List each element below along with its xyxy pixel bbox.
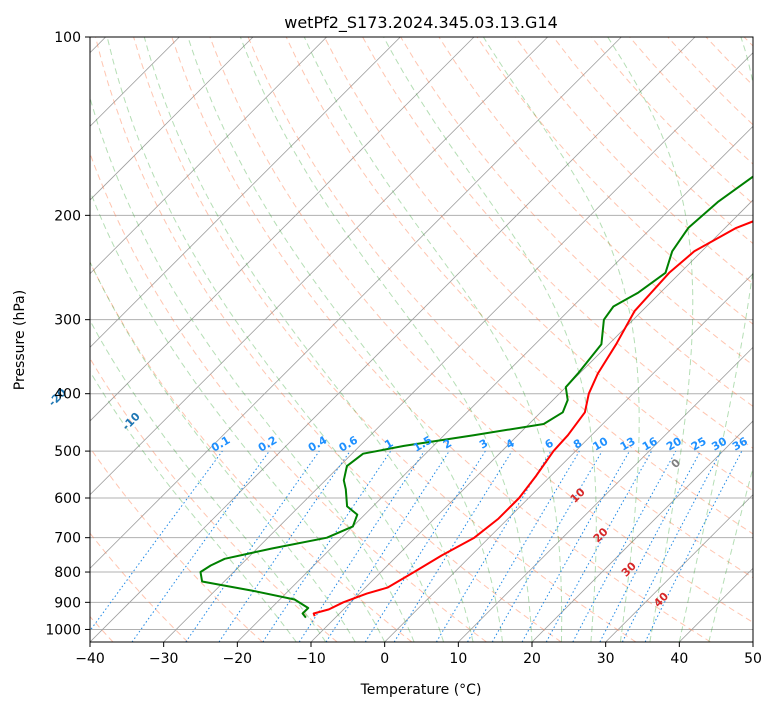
dry-adiabat-line <box>209 37 753 623</box>
y-tick-label: 1000 <box>45 622 81 638</box>
moist-adiabat-line <box>678 37 753 642</box>
mixing-ratio-line <box>521 450 630 642</box>
moist-adiabat-line <box>90 260 356 642</box>
y-tick-label: 600 <box>54 491 81 507</box>
isotherm-line <box>90 37 548 496</box>
mixing-ratio-line <box>572 450 677 642</box>
isotherm-line <box>90 37 622 569</box>
moist-adiabat-line <box>90 189 386 642</box>
dry-adiabat-line <box>285 37 753 535</box>
y-axis-label: Pressure (hPa) <box>12 290 28 390</box>
isotherm-line <box>90 37 327 275</box>
dry-adiabat-line <box>133 37 637 642</box>
y-tick-label: 300 <box>54 313 81 329</box>
mixing-ratio-line <box>644 450 743 642</box>
y-tick-label: 400 <box>54 387 81 403</box>
mixing-ratio-line <box>218 450 351 642</box>
x-tick-label: 10 <box>449 651 467 667</box>
x-tick-label: 20 <box>523 651 541 667</box>
y-tick-label: 800 <box>54 565 81 581</box>
dry-adiabats <box>90 37 753 642</box>
dry-adiabat-line <box>323 37 753 492</box>
mixing-ratio-line <box>325 450 450 642</box>
dry-adiabat-line <box>90 357 338 642</box>
mixing-ratio-line <box>262 450 392 642</box>
x-tick-label: 0 <box>380 651 389 667</box>
x-tick-label: 50 <box>744 651 762 667</box>
isotherm-line <box>458 346 753 642</box>
x-tick-label: 40 <box>670 651 688 667</box>
y-tick-label: 500 <box>54 444 81 460</box>
dry-adiabat-line <box>90 261 413 642</box>
moist-adiabat-line <box>187 37 503 642</box>
mixing-ratio-line <box>298 450 425 642</box>
mixing-ratio-line <box>545 450 653 642</box>
axis-ticks: −40 −30 −20 −10 0 10 20 30 40 50 1000 900 800 700 600 5… <box>45 30 762 667</box>
isotherm-line <box>384 273 753 642</box>
moist-adiabat-line <box>106 37 445 642</box>
x-axis-label: Temperature (°C) <box>360 682 482 698</box>
y-tick-label: 100 <box>54 30 81 46</box>
isotherm-line <box>90 37 401 348</box>
moist-adiabat-line <box>607 37 694 642</box>
isotherm-line <box>90 37 254 201</box>
dewpoint-profile-line <box>199 175 753 619</box>
dry-adiabat-line <box>90 446 263 642</box>
moist-adiabat-line <box>303 37 563 642</box>
temperature-profile-line <box>312 220 753 617</box>
moist-adiabat-line <box>90 96 415 642</box>
isotherm-line <box>605 494 753 642</box>
moist-adiabat-line <box>90 370 297 642</box>
x-tick-label: −30 <box>149 651 179 667</box>
isotherm-line <box>163 52 753 642</box>
y-tick-label: 200 <box>54 208 81 224</box>
isotherm-line <box>310 199 753 642</box>
x-tick-label: 30 <box>597 651 615 667</box>
moist-adiabat-line <box>239 37 533 642</box>
isotherm-line <box>90 37 475 422</box>
dry-adiabat-line <box>95 37 562 642</box>
dry-adiabat-line <box>514 37 753 285</box>
dry-adiabat-line <box>247 37 753 579</box>
mixing-ratio-line <box>131 450 270 642</box>
moist-adiabat-line <box>708 466 753 642</box>
y-tick-label: 900 <box>54 595 81 611</box>
isotherm-line <box>531 420 753 642</box>
moist-adiabat-line <box>143 37 474 642</box>
y-tick-label: 700 <box>54 531 81 547</box>
mixing-ratio-lines <box>90 450 743 642</box>
moist-adiabat-line <box>482 37 640 642</box>
moist-adiabat-line <box>383 37 597 642</box>
sounding-profiles <box>199 175 753 619</box>
mixing-ratio-line <box>185 450 320 642</box>
chart-title: wetPf2_S173.2024.345.03.13.G14 <box>284 13 558 33</box>
x-tick-label: −40 <box>75 651 105 667</box>
mixing-ratio-line <box>393 450 513 642</box>
mixing-ratio-line <box>90 450 223 632</box>
plot-frame <box>89 36 754 643</box>
isotherm-line <box>237 125 753 642</box>
isotherm-line <box>90 37 696 642</box>
x-tick-label: −20 <box>223 651 253 667</box>
dry-adiabat-line <box>171 37 711 642</box>
x-tick-label: −10 <box>296 651 326 667</box>
